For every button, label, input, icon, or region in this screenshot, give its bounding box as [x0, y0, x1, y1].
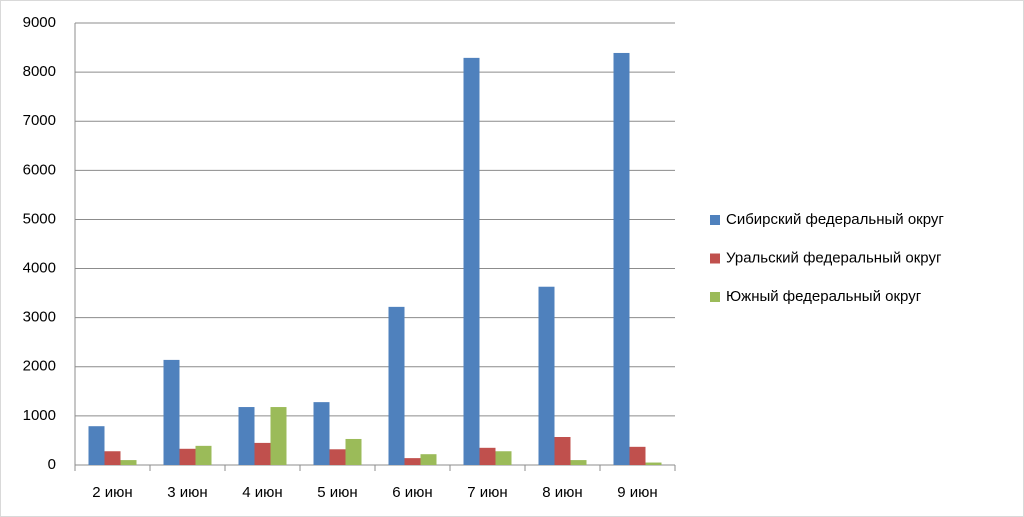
legend-swatch: [710, 292, 720, 302]
bar: [88, 426, 105, 465]
bar: [420, 454, 437, 465]
bar: [329, 449, 346, 465]
bar: [613, 52, 630, 466]
bar: [629, 446, 646, 465]
bar: [254, 442, 271, 465]
legend-swatch: [710, 253, 720, 264]
legend-label: Уральский федеральный округ: [726, 249, 942, 266]
bar: [570, 460, 587, 465]
y-tick-label: 6000: [23, 161, 56, 178]
y-tick-label: 2000: [23, 358, 56, 375]
bar: [645, 462, 662, 465]
x-tick-label: 5 июн: [317, 484, 357, 501]
x-tick-label: 3 июн: [167, 484, 207, 501]
x-tick-label: 6 июн: [392, 484, 432, 501]
bar: [195, 445, 212, 465]
y-tick-label: 3000: [23, 309, 56, 326]
bar: [538, 286, 555, 465]
x-tick-label: 4 июн: [242, 484, 282, 501]
x-tick-label: 7 июн: [467, 484, 507, 501]
y-tick-label: 1000: [23, 407, 56, 424]
bar: [104, 451, 121, 465]
bar: [238, 407, 255, 465]
legend-label: Южный федеральный округ: [726, 288, 922, 305]
y-tick-label: 9000: [23, 14, 56, 31]
y-tick-label: 5000: [23, 210, 56, 227]
bar: [463, 57, 480, 465]
bar: [388, 306, 405, 465]
bar: [479, 447, 496, 465]
bar: [404, 458, 421, 465]
bar: [495, 451, 512, 465]
x-tick-label: 2 июн: [92, 484, 132, 501]
bar: [554, 437, 571, 465]
y-tick-label: 4000: [23, 260, 56, 277]
legend-swatch: [710, 215, 720, 225]
x-tick-label: 8 июн: [542, 484, 582, 501]
legend-label: Сибирский федеральный округ: [726, 211, 944, 228]
y-tick-label: 7000: [23, 112, 56, 129]
x-tick-label: 9 июн: [617, 484, 657, 501]
bar: [163, 359, 180, 465]
bar: [179, 448, 196, 465]
y-tick-label: 8000: [23, 63, 56, 80]
bar: [345, 438, 362, 465]
y-tick-label: 0: [48, 456, 56, 473]
bar: [270, 407, 287, 465]
bar: [120, 460, 137, 465]
bar: [313, 402, 330, 465]
